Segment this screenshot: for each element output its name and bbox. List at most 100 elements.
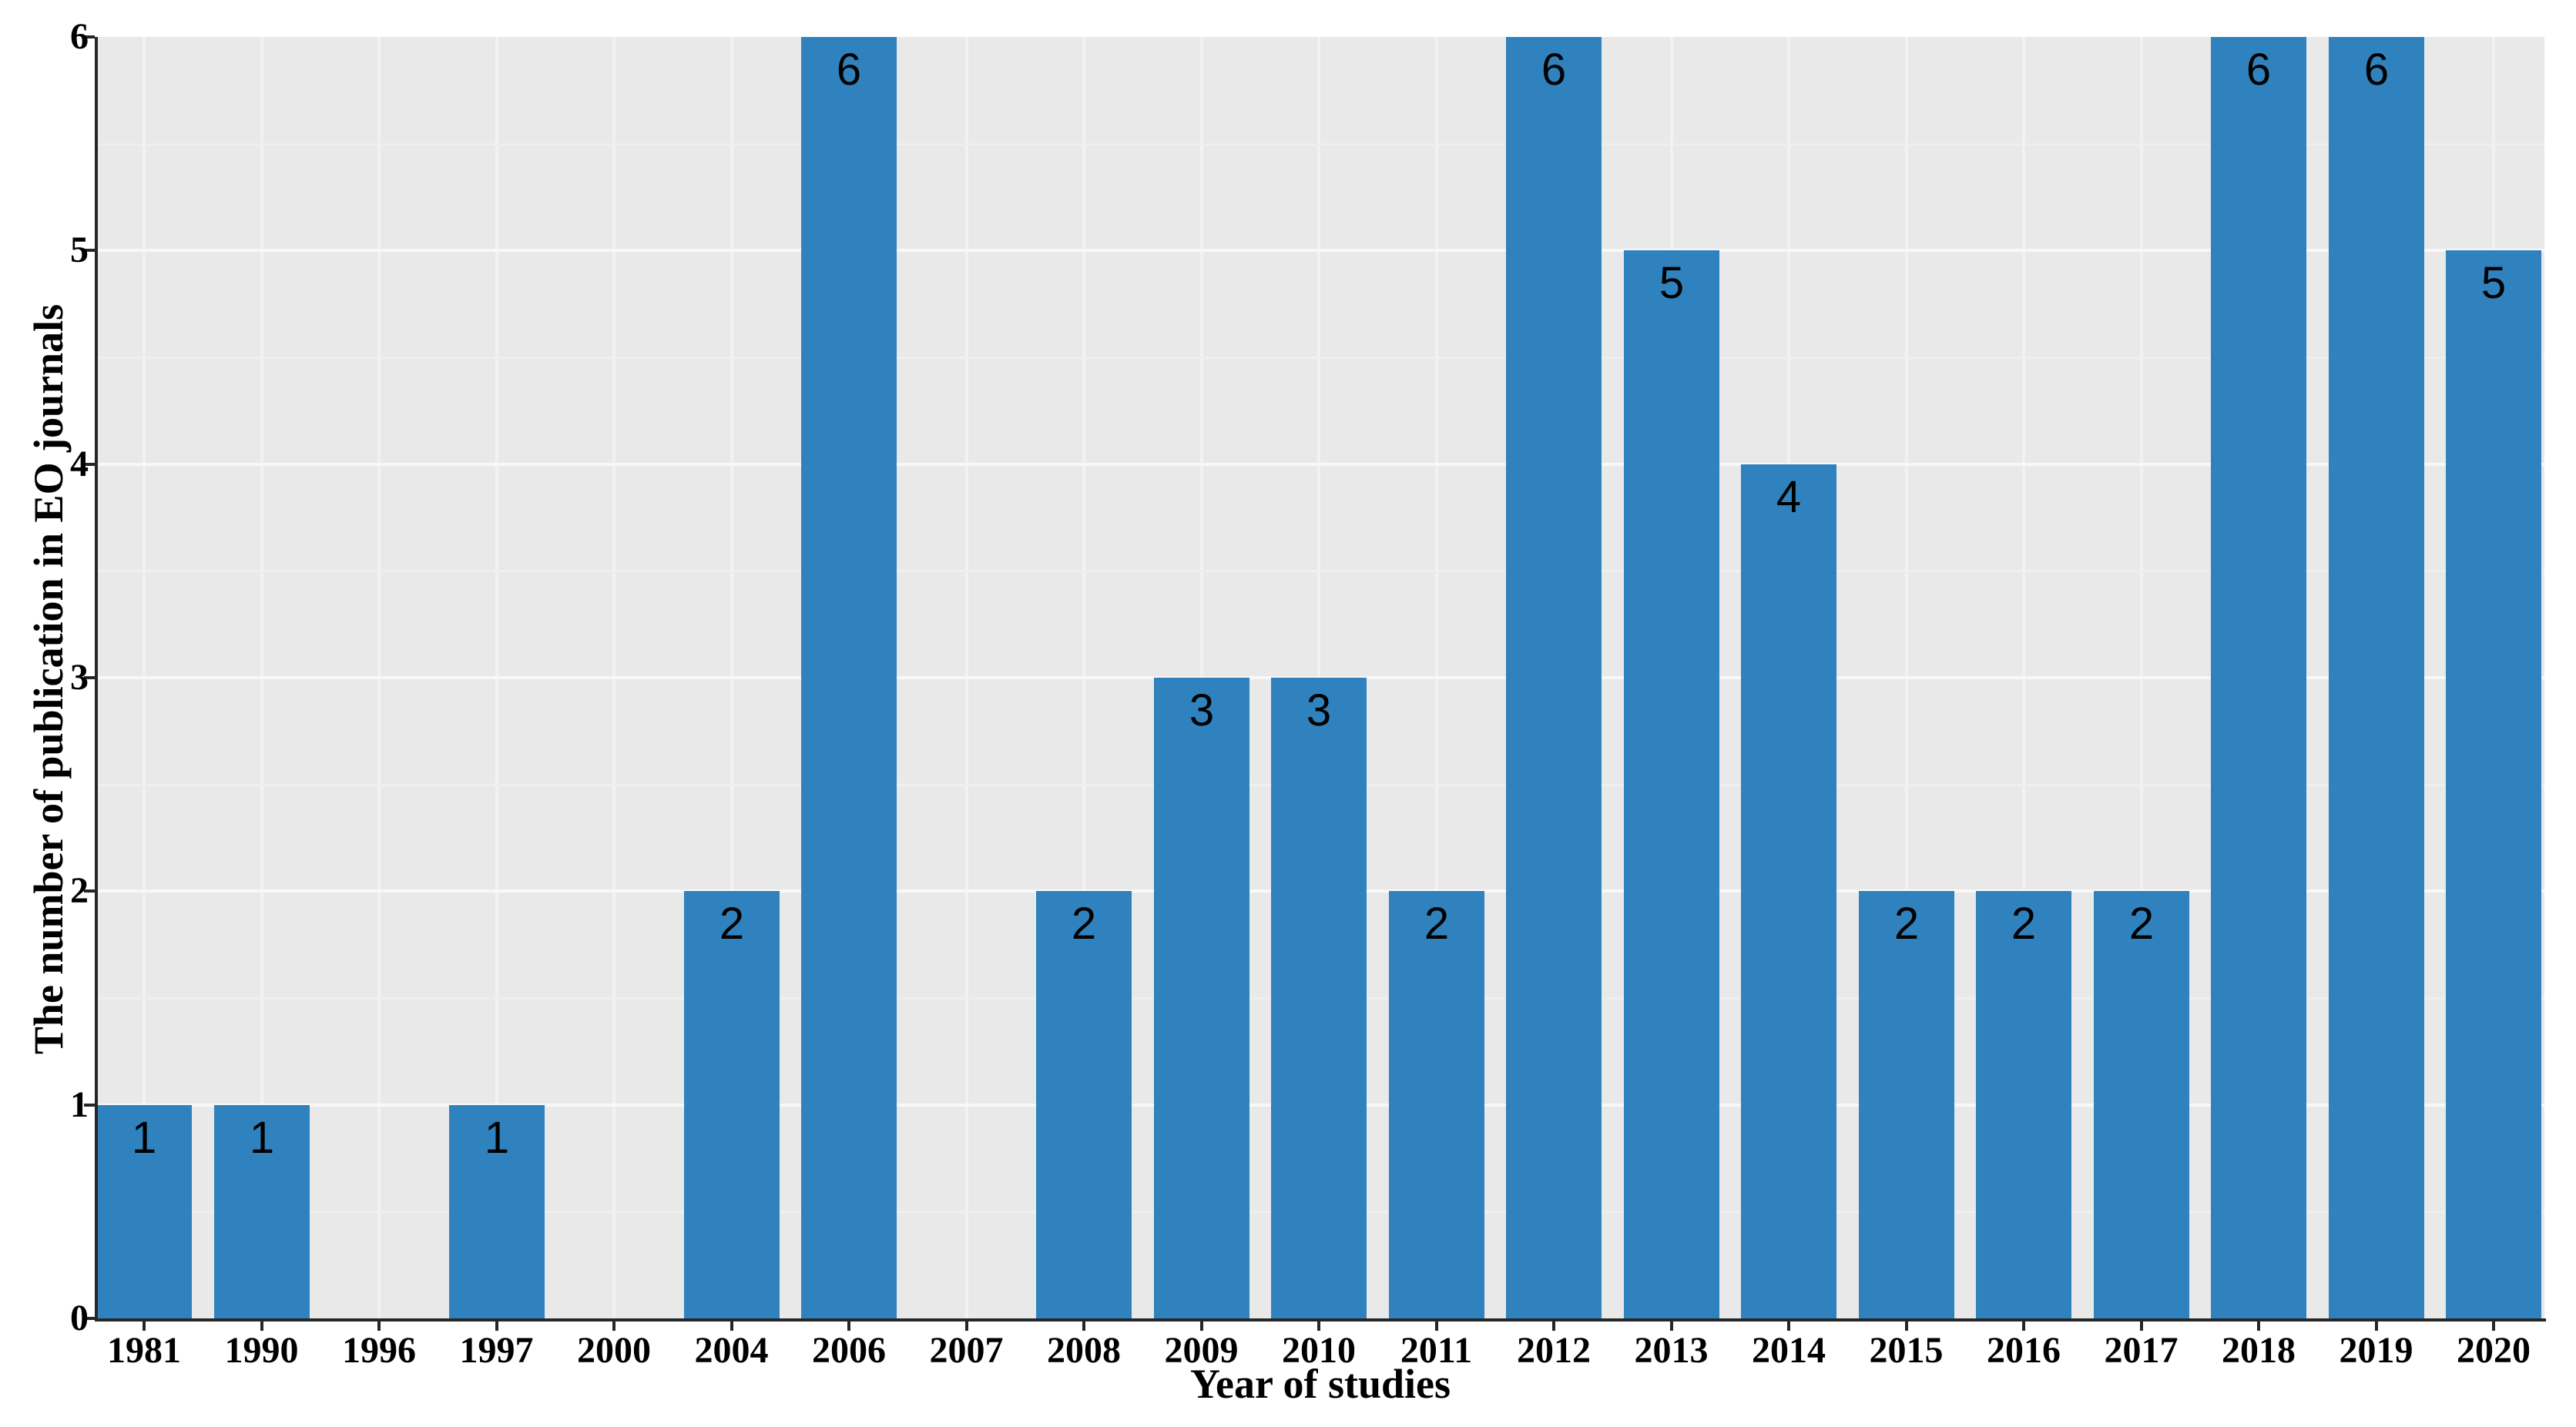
bar-value-label: 5	[1659, 258, 1685, 308]
x-tick-mark	[1904, 1321, 1908, 1331]
x-tick-mark	[1552, 1321, 1555, 1331]
x-tick-mark	[1199, 1321, 1203, 1331]
x-tick-mark	[377, 1321, 381, 1331]
x-tick-mark	[1787, 1321, 1790, 1331]
gridline-horizontal-minor	[98, 143, 2544, 146]
bar-value-label: 2	[1893, 899, 1920, 949]
x-tick-label: 2018	[2222, 1330, 2296, 1371]
bar: 2	[1976, 891, 2071, 1318]
bar: 1	[449, 1105, 545, 1318]
y-tick-mark	[84, 1104, 95, 1107]
bar-value-label: 6	[2363, 45, 2390, 95]
x-tick-label: 2013	[1634, 1330, 1709, 1371]
x-tick-label: 2007	[929, 1330, 1004, 1371]
x-tick-mark	[730, 1321, 733, 1331]
bar: 5	[2446, 250, 2541, 1318]
bar: 4	[1741, 464, 1836, 1318]
x-tick-mark	[1669, 1321, 1673, 1331]
bar: 2	[2094, 891, 2189, 1318]
x-tick-mark	[612, 1321, 615, 1331]
gridline-horizontal-major	[98, 463, 2544, 466]
x-tick-mark	[964, 1321, 968, 1331]
y-tick-label: 1	[70, 1084, 89, 1125]
x-tick-label: 2000	[577, 1330, 651, 1371]
bar-value-label: 2	[719, 899, 745, 949]
y-tick-mark	[84, 35, 95, 39]
y-tick-label: 6	[70, 16, 89, 57]
bar: 2	[1389, 891, 1484, 1318]
bar: 6	[2211, 37, 2306, 1318]
x-tick-label: 1997	[459, 1330, 534, 1371]
bar-value-label: 2	[2128, 899, 2155, 949]
bar: 6	[1506, 37, 1602, 1318]
bar-value-label: 6	[1541, 45, 1567, 95]
x-tick-label: 2010	[1282, 1330, 1356, 1371]
x-tick-mark	[1434, 1321, 1438, 1331]
x-tick-label: 1996	[342, 1330, 416, 1371]
bar-value-label: 2	[2011, 899, 2037, 949]
bar-value-label: 3	[1306, 685, 1332, 735]
x-tick-label: 1981	[107, 1330, 181, 1371]
x-tick-label: 2011	[1400, 1330, 1473, 1371]
bar: 5	[1624, 250, 1719, 1318]
y-tick-label: 2	[70, 870, 89, 911]
y-tick-mark	[84, 889, 95, 893]
x-tick-label: 1990	[224, 1330, 299, 1371]
y-tick-label: 5	[70, 229, 89, 270]
bar-value-label: 1	[131, 1113, 157, 1163]
x-tick-mark	[2374, 1321, 2378, 1331]
x-tick-label: 2008	[1047, 1330, 1121, 1371]
bar-value-label: 1	[249, 1113, 275, 1163]
plot-panel: 1 1 1 2 6 2 3 3 2 6 5 4 2 2 2 6 6 5	[98, 37, 2544, 1318]
bar: 2	[1859, 891, 1954, 1318]
x-tick-label: 2019	[2339, 1330, 2413, 1371]
y-tick-label: 0	[70, 1298, 89, 1338]
bar-value-label: 4	[1776, 472, 1802, 522]
bar: 1	[214, 1105, 310, 1318]
gridline-horizontal-major	[98, 249, 2544, 252]
bar-value-label: 2	[1424, 899, 1450, 949]
x-axis-line	[95, 1318, 2546, 1321]
bar-value-label: 1	[484, 1113, 510, 1163]
x-tick-mark	[2257, 1321, 2260, 1331]
x-tick-label: 2020	[2457, 1330, 2531, 1371]
x-tick-label: 2016	[1987, 1330, 2061, 1371]
x-tick-mark	[847, 1321, 850, 1331]
bar: 3	[1271, 678, 1367, 1318]
x-tick-label: 2006	[812, 1330, 886, 1371]
x-tick-mark	[1317, 1321, 1320, 1331]
bar: 1	[98, 1105, 192, 1318]
x-tick-mark	[495, 1321, 498, 1331]
x-tick-label: 2009	[1164, 1330, 1239, 1371]
y-tick-label: 3	[70, 657, 89, 698]
y-tick-mark	[84, 463, 95, 466]
bar: 6	[801, 37, 897, 1318]
x-tick-label: 2004	[694, 1330, 769, 1371]
x-tick-label: 2015	[1869, 1330, 1944, 1371]
bar: 6	[2329, 37, 2424, 1318]
x-tick-mark	[143, 1321, 146, 1331]
bar: 2	[684, 891, 780, 1318]
bar-value-label: 5	[2480, 258, 2507, 308]
y-axis-line	[95, 37, 98, 1321]
gridline-horizontal-minor	[98, 357, 2544, 359]
x-tick-mark	[2492, 1321, 2495, 1331]
y-tick-mark	[84, 1317, 95, 1320]
y-tick-mark	[84, 249, 95, 252]
x-tick-label: 2014	[1752, 1330, 1826, 1371]
bar-value-label: 6	[836, 45, 862, 95]
bar-value-label: 3	[1189, 685, 1215, 735]
bar-value-label: 2	[1071, 899, 1097, 949]
x-tick-mark	[2139, 1321, 2143, 1331]
bar-value-label: 6	[2246, 45, 2272, 95]
x-axis-title: Year of studies	[1189, 1361, 1451, 1407]
bar: 3	[1154, 678, 1249, 1318]
x-tick-mark	[1082, 1321, 1085, 1331]
x-tick-label: 2017	[2104, 1330, 2179, 1371]
bar: 2	[1036, 891, 1132, 1318]
gridline-horizontal-minor	[98, 570, 2544, 572]
x-tick-label: 2012	[1517, 1330, 1591, 1371]
y-tick-mark	[84, 676, 95, 679]
x-tick-mark	[260, 1321, 263, 1331]
